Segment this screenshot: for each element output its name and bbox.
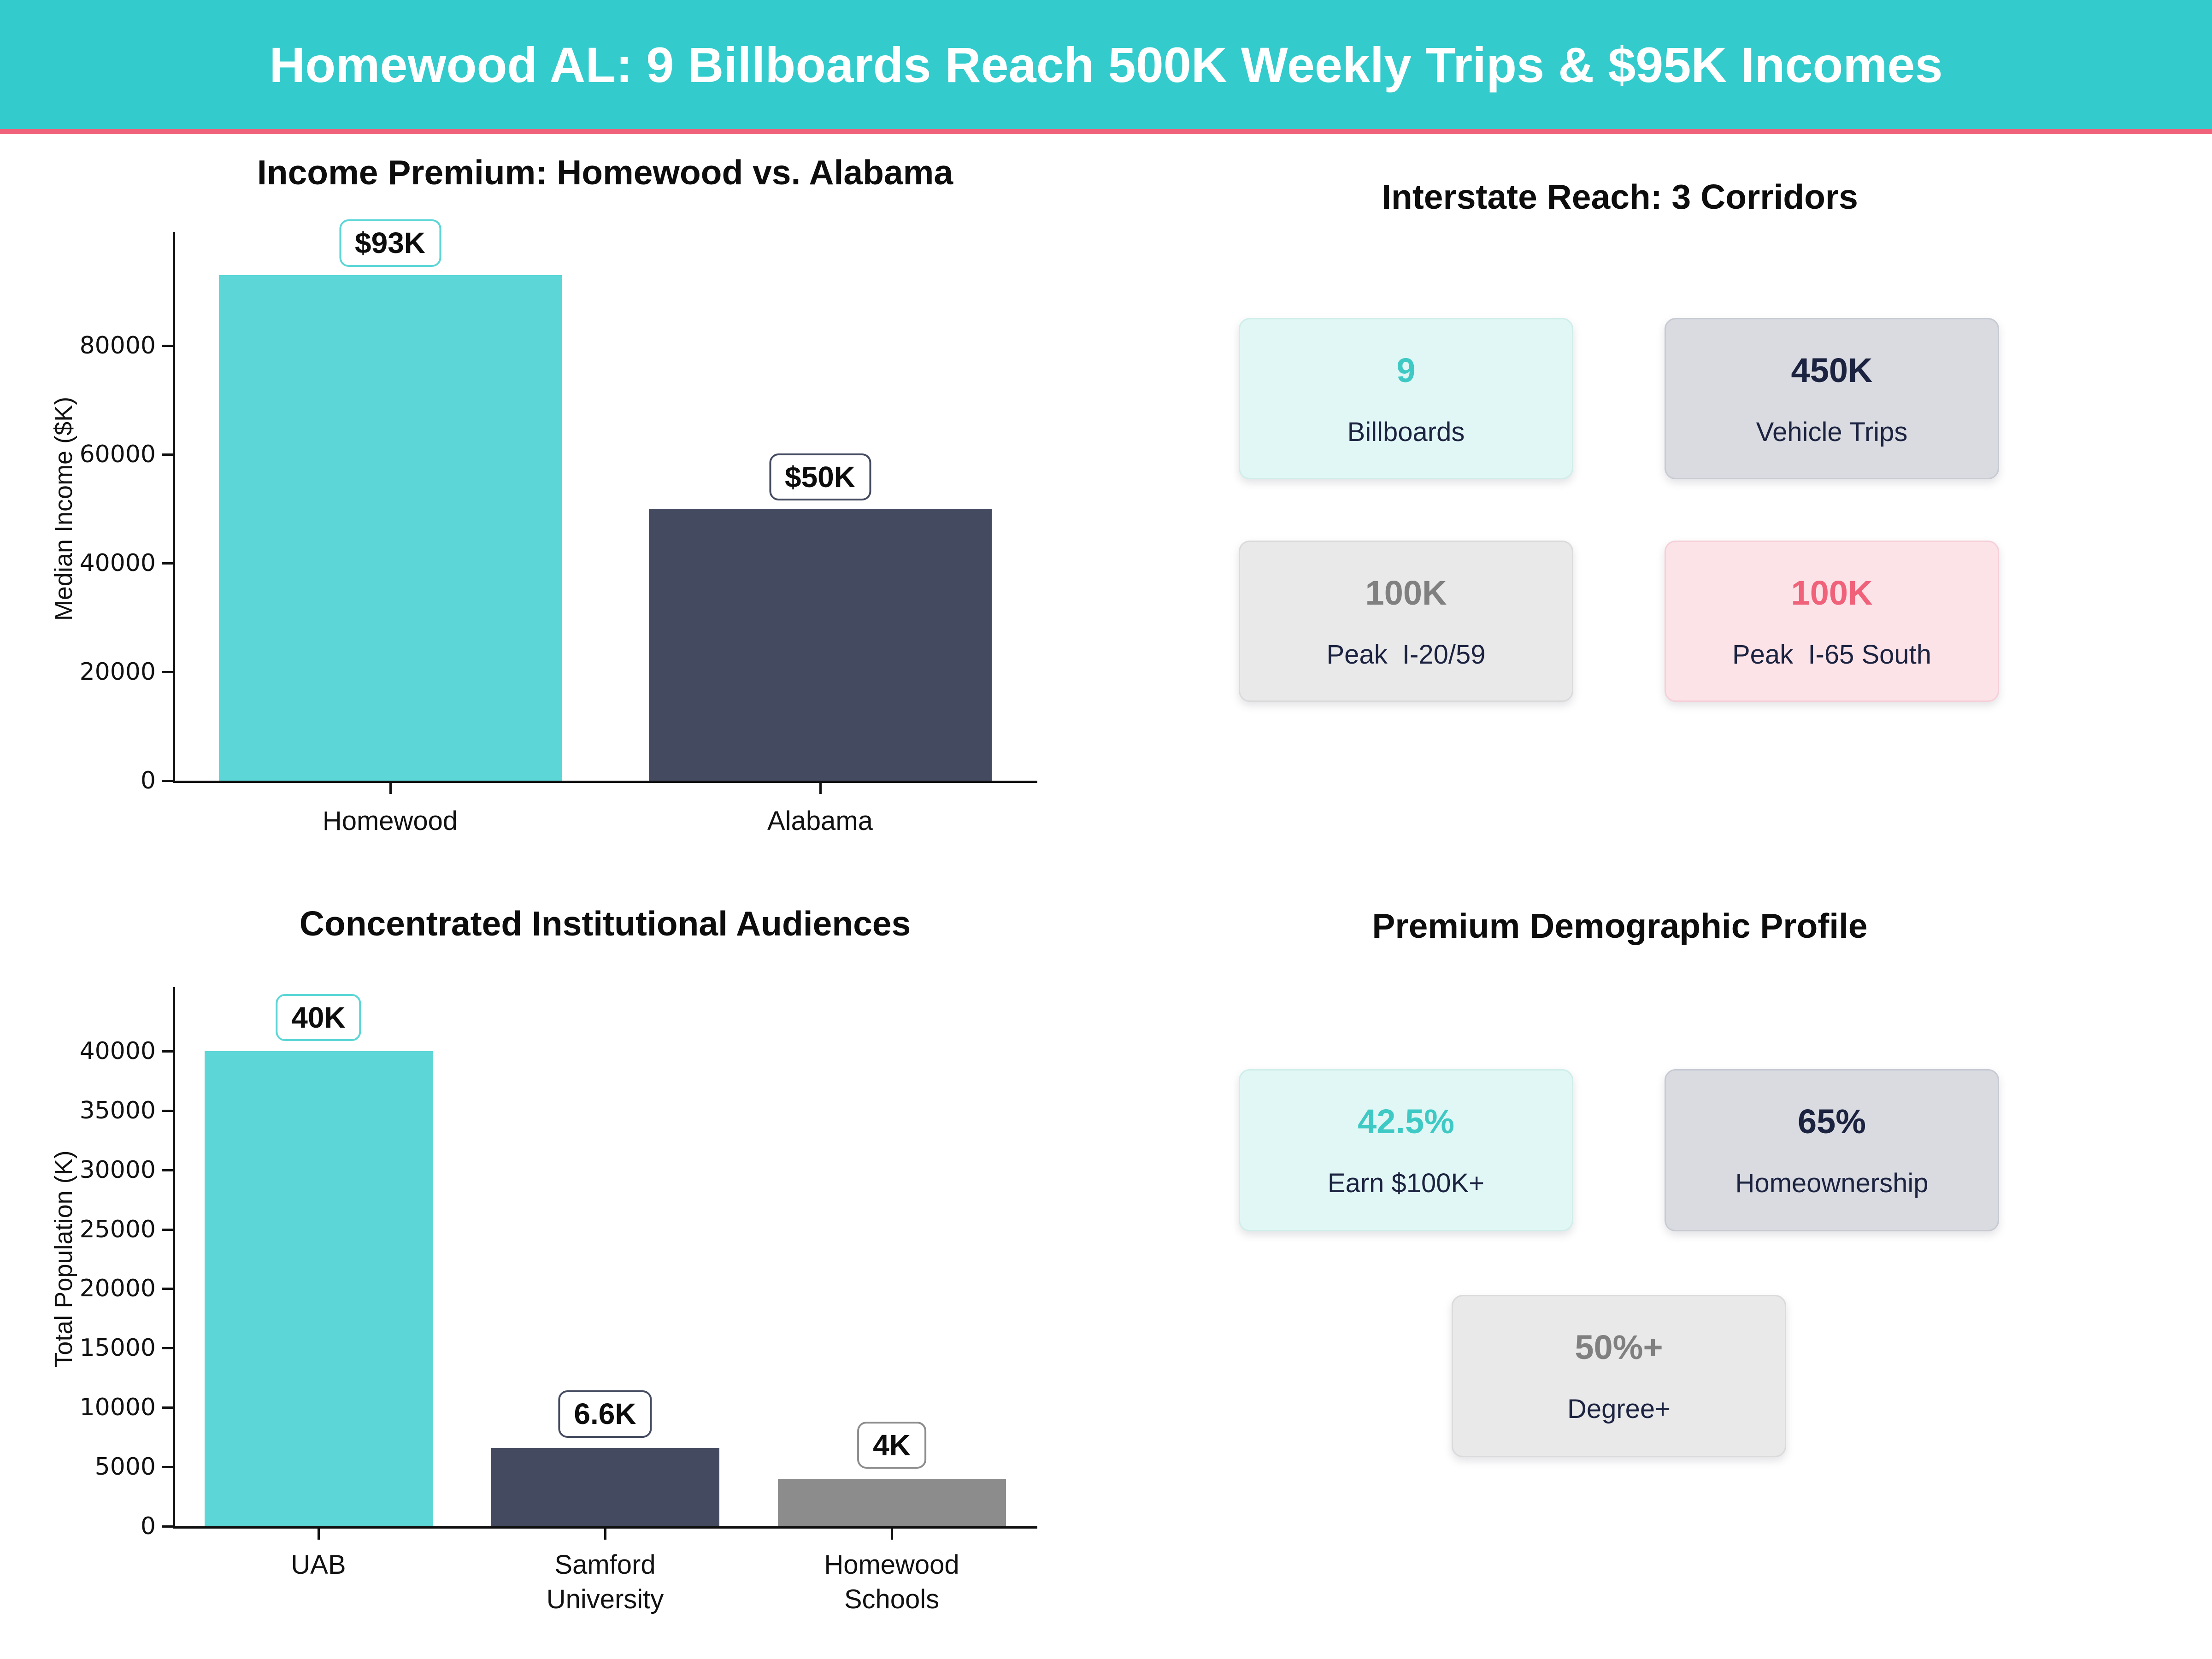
stat-card-value: 65% [1797,1102,1866,1141]
bar-samford-university [491,1447,719,1526]
stat-card-value: 100K [1365,574,1447,612]
bar-uab [204,1051,433,1526]
stat-card-billboards: 9 Billboards [1239,318,1573,479]
x-tick-label-alabama: Alabama [767,806,873,836]
chart-institutional-audiences: Concentrated Institutional Audiences 40K 6… [0,876,1106,1659]
y-tick-label: 0 [140,767,156,794]
y-axis-spine [173,232,175,783]
x-axis-spine [173,781,1037,783]
y-tick-label: 0 [140,1512,156,1540]
y-tick-label: 30000 [79,1156,156,1184]
bar-homewood-schools [777,1478,1006,1526]
y-tick-mark [162,345,173,347]
x-tick-mark [318,1529,320,1540]
y-tick-label: 20000 [79,1275,156,1303]
y-tick-mark [162,1406,173,1409]
x-tick-label-samford-university: Samford University [546,1550,664,1615]
y-tick-mark [162,1109,173,1112]
bar-value-label-samford-university: 6.6K [558,1390,652,1438]
y-tick-label: 20000 [79,658,156,686]
x-tick-mark [891,1529,893,1540]
section-interstate-reach: Interstate Reach: 3 Corridors 9 Billboards… [1106,135,2212,876]
y-tick-mark [162,453,173,456]
y-tick-label: 15000 [79,1334,156,1362]
y-axis-label: Median Income ($K) [50,396,77,621]
section-demographic-profile: Premium Demographic Profile 42.5% Earn $10… [1106,876,2212,1659]
y-tick-mark [162,1228,173,1231]
page-title: Homewood AL: 9 Billboards Reach 500K Wee… [269,36,1943,93]
chart-title: Income Premium: Homewood vs. Alabama [257,153,953,192]
y-tick-label: 40000 [79,1037,156,1065]
stat-card-value: 450K [1791,351,1873,389]
y-axis-label: Total Population (K) [50,1150,77,1368]
bar-alabama [648,509,992,781]
stat-card-value: 42.5% [1358,1102,1454,1141]
stat-card-value: 50%+ [1575,1328,1663,1366]
x-axis-spine [173,1526,1037,1529]
y-tick-mark [162,562,173,565]
chart-income-premium: Income Premium: Homewood vs. Alabama $93K… [0,135,1106,876]
stat-card-peak-i-65-south: 100K Peak I-65 South [1665,541,1999,702]
section-title: Interstate Reach: 3 Corridors [1382,177,1858,216]
stat-card-label: Vehicle Trips [1756,417,1908,447]
header-banner: Homewood AL: 9 Billboards Reach 500K Wee… [0,0,2212,134]
stat-card-label: Homeownership [1735,1168,1929,1198]
y-tick-mark [162,1169,173,1171]
stat-card-label: Earn $100K+ [1327,1168,1485,1198]
chart-title: Concentrated Institutional Audiences [299,904,911,943]
y-tick-label: 35000 [79,1096,156,1124]
x-tick-mark [819,783,822,794]
y-tick-label: 40000 [79,549,156,577]
x-tick-label-homewood-schools: Homewood Schools [824,1550,959,1615]
plot-area: 40K 6.6K 4K [175,992,1035,1540]
bar-value-label-homewood: $93K [339,219,441,267]
section-title: Premium Demographic Profile [1372,906,1868,945]
y-tick-label: 60000 [79,441,156,468]
y-axis-spine [173,987,175,1529]
stat-card-label: Degree+ [1567,1394,1671,1424]
y-tick-mark [162,1347,173,1350]
y-tick-mark [162,780,173,782]
y-tick-mark [162,1050,173,1053]
stat-card-homeownership: 65% Homeownership [1665,1069,1999,1231]
plot-area: $93K $50K [175,219,1035,794]
bar-value-label-homewood-schools: 4K [857,1421,926,1469]
y-tick-mark [162,1288,173,1290]
y-tick-mark [162,1525,173,1528]
y-tick-mark [162,1466,173,1469]
x-tick-mark [604,1529,606,1540]
stat-card-value: 9 [1396,351,1416,389]
y-tick-label: 25000 [79,1215,156,1243]
stat-card-vehicle-trips: 450K Vehicle Trips [1665,318,1999,479]
y-tick-label: 10000 [79,1394,156,1422]
x-tick-label-uab: UAB [291,1550,346,1580]
x-tick-mark [389,783,392,794]
bar-value-label-uab: 40K [276,994,361,1041]
stat-card-peak-i-20-59: 100K Peak I-20/59 [1239,541,1573,702]
stat-card-value: 100K [1791,574,1873,612]
stat-card-label: Billboards [1347,417,1465,447]
y-tick-label: 80000 [79,332,156,359]
stat-card-earn-100k: 42.5% Earn $100K+ [1239,1069,1573,1231]
stat-card-label: Peak I-20/59 [1326,640,1486,670]
bar-homewood [218,275,562,781]
y-tick-label: 5000 [94,1453,156,1481]
x-tick-label-homewood: Homewood [322,806,458,836]
y-tick-mark [162,671,173,673]
bar-value-label-alabama: $50K [769,453,871,500]
stat-card-degree: 50%+ Degree+ [1452,1295,1786,1457]
stat-card-label: Peak I-65 South [1732,640,1932,670]
